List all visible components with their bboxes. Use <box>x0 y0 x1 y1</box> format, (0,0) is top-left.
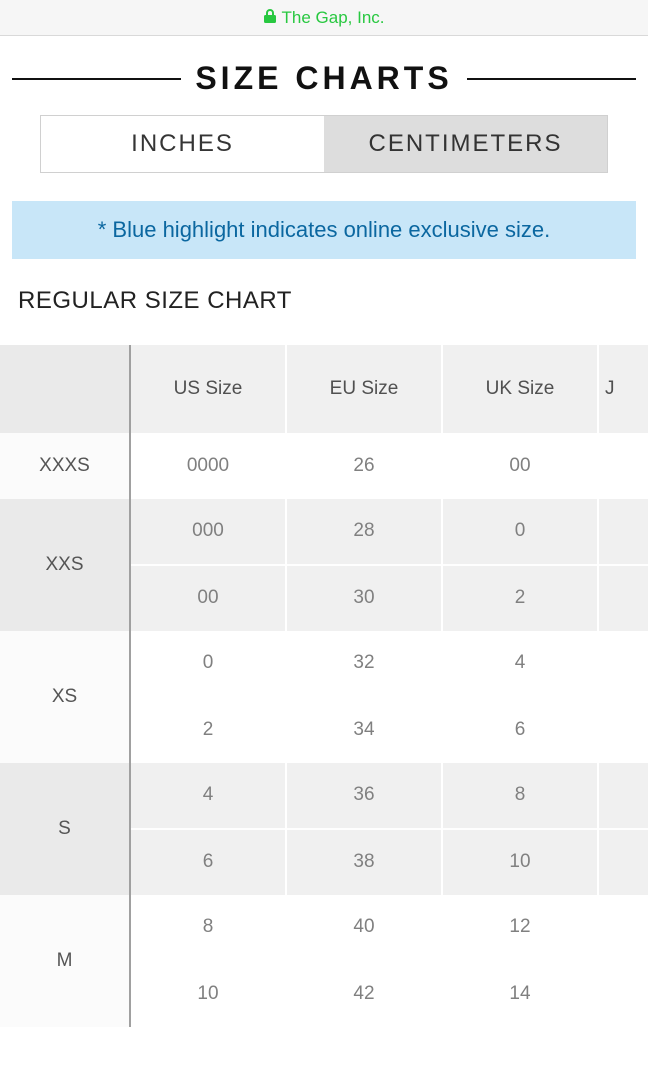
size-value-cell: 2 <box>130 697 286 763</box>
partial-cell <box>598 961 648 1027</box>
size-label-cell: XS <box>0 631 130 763</box>
col-eu-size: EU Size <box>286 345 442 433</box>
tab-inches[interactable]: INCHES <box>41 116 324 172</box>
size-value-cell: 42 <box>286 961 442 1027</box>
table-row: XS0324 <box>0 631 648 697</box>
size-value-cell: 4 <box>442 631 598 697</box>
size-value-cell: 000 <box>130 499 286 565</box>
unit-tabs: INCHES CENTIMETERS <box>40 115 608 173</box>
size-value-cell: 6 <box>442 697 598 763</box>
size-value-cell: 0 <box>442 499 598 565</box>
size-value-cell: 8 <box>130 895 286 961</box>
col-size-label <box>0 345 130 433</box>
col-partial-next: J <box>598 345 648 433</box>
size-value-cell: 14 <box>442 961 598 1027</box>
size-value-cell: 10 <box>442 829 598 895</box>
partial-cell <box>598 763 648 829</box>
size-value-cell: 34 <box>286 697 442 763</box>
size-label-cell: XXXS <box>0 433 130 499</box>
col-us-size: US Size <box>130 345 286 433</box>
table-header-row: US Size EU Size UK Size J <box>0 345 648 433</box>
lock-icon <box>264 9 276 26</box>
size-value-cell: 28 <box>286 499 442 565</box>
size-label-cell: XXS <box>0 499 130 631</box>
partial-cell <box>598 895 648 961</box>
partial-cell <box>598 631 648 697</box>
tab-centimeters[interactable]: CENTIMETERS <box>324 116 607 172</box>
size-chart: US Size EU Size UK Size J XXXS00002600XX… <box>0 345 648 1027</box>
browser-address-bar: The Gap, Inc. <box>0 0 648 36</box>
size-value-cell: 4 <box>130 763 286 829</box>
table-row: XXS000280 <box>0 499 648 565</box>
size-value-cell: 36 <box>286 763 442 829</box>
size-value-cell: 38 <box>286 829 442 895</box>
section-title: REGULAR SIZE CHART <box>18 287 648 315</box>
size-value-cell: 00 <box>442 433 598 499</box>
browser-site-name: The Gap, Inc. <box>282 8 385 28</box>
size-value-cell: 26 <box>286 433 442 499</box>
size-value-cell: 00 <box>130 565 286 631</box>
partial-cell <box>598 433 648 499</box>
partial-cell <box>598 499 648 565</box>
exclusive-size-note: * Blue highlight indicates online exclus… <box>12 201 636 259</box>
partial-cell <box>598 565 648 631</box>
partial-cell <box>598 829 648 895</box>
size-value-cell: 0 <box>130 631 286 697</box>
size-label-cell: M <box>0 895 130 1027</box>
page-title-rule: SIZE CHARTS <box>0 60 648 97</box>
table-row: S4368 <box>0 763 648 829</box>
page-title: SIZE CHARTS <box>181 60 466 97</box>
table-row: XXXS00002600 <box>0 433 648 499</box>
size-value-cell: 30 <box>286 565 442 631</box>
size-value-cell: 0000 <box>130 433 286 499</box>
size-value-cell: 10 <box>130 961 286 1027</box>
partial-cell <box>598 697 648 763</box>
size-value-cell: 32 <box>286 631 442 697</box>
rule-right <box>467 78 636 80</box>
table-row: M84012 <box>0 895 648 961</box>
col-uk-size: UK Size <box>442 345 598 433</box>
size-value-cell: 6 <box>130 829 286 895</box>
size-value-cell: 12 <box>442 895 598 961</box>
size-value-cell: 40 <box>286 895 442 961</box>
size-label-cell: S <box>0 763 130 895</box>
size-value-cell: 2 <box>442 565 598 631</box>
size-value-cell: 8 <box>442 763 598 829</box>
rule-left <box>12 78 181 80</box>
